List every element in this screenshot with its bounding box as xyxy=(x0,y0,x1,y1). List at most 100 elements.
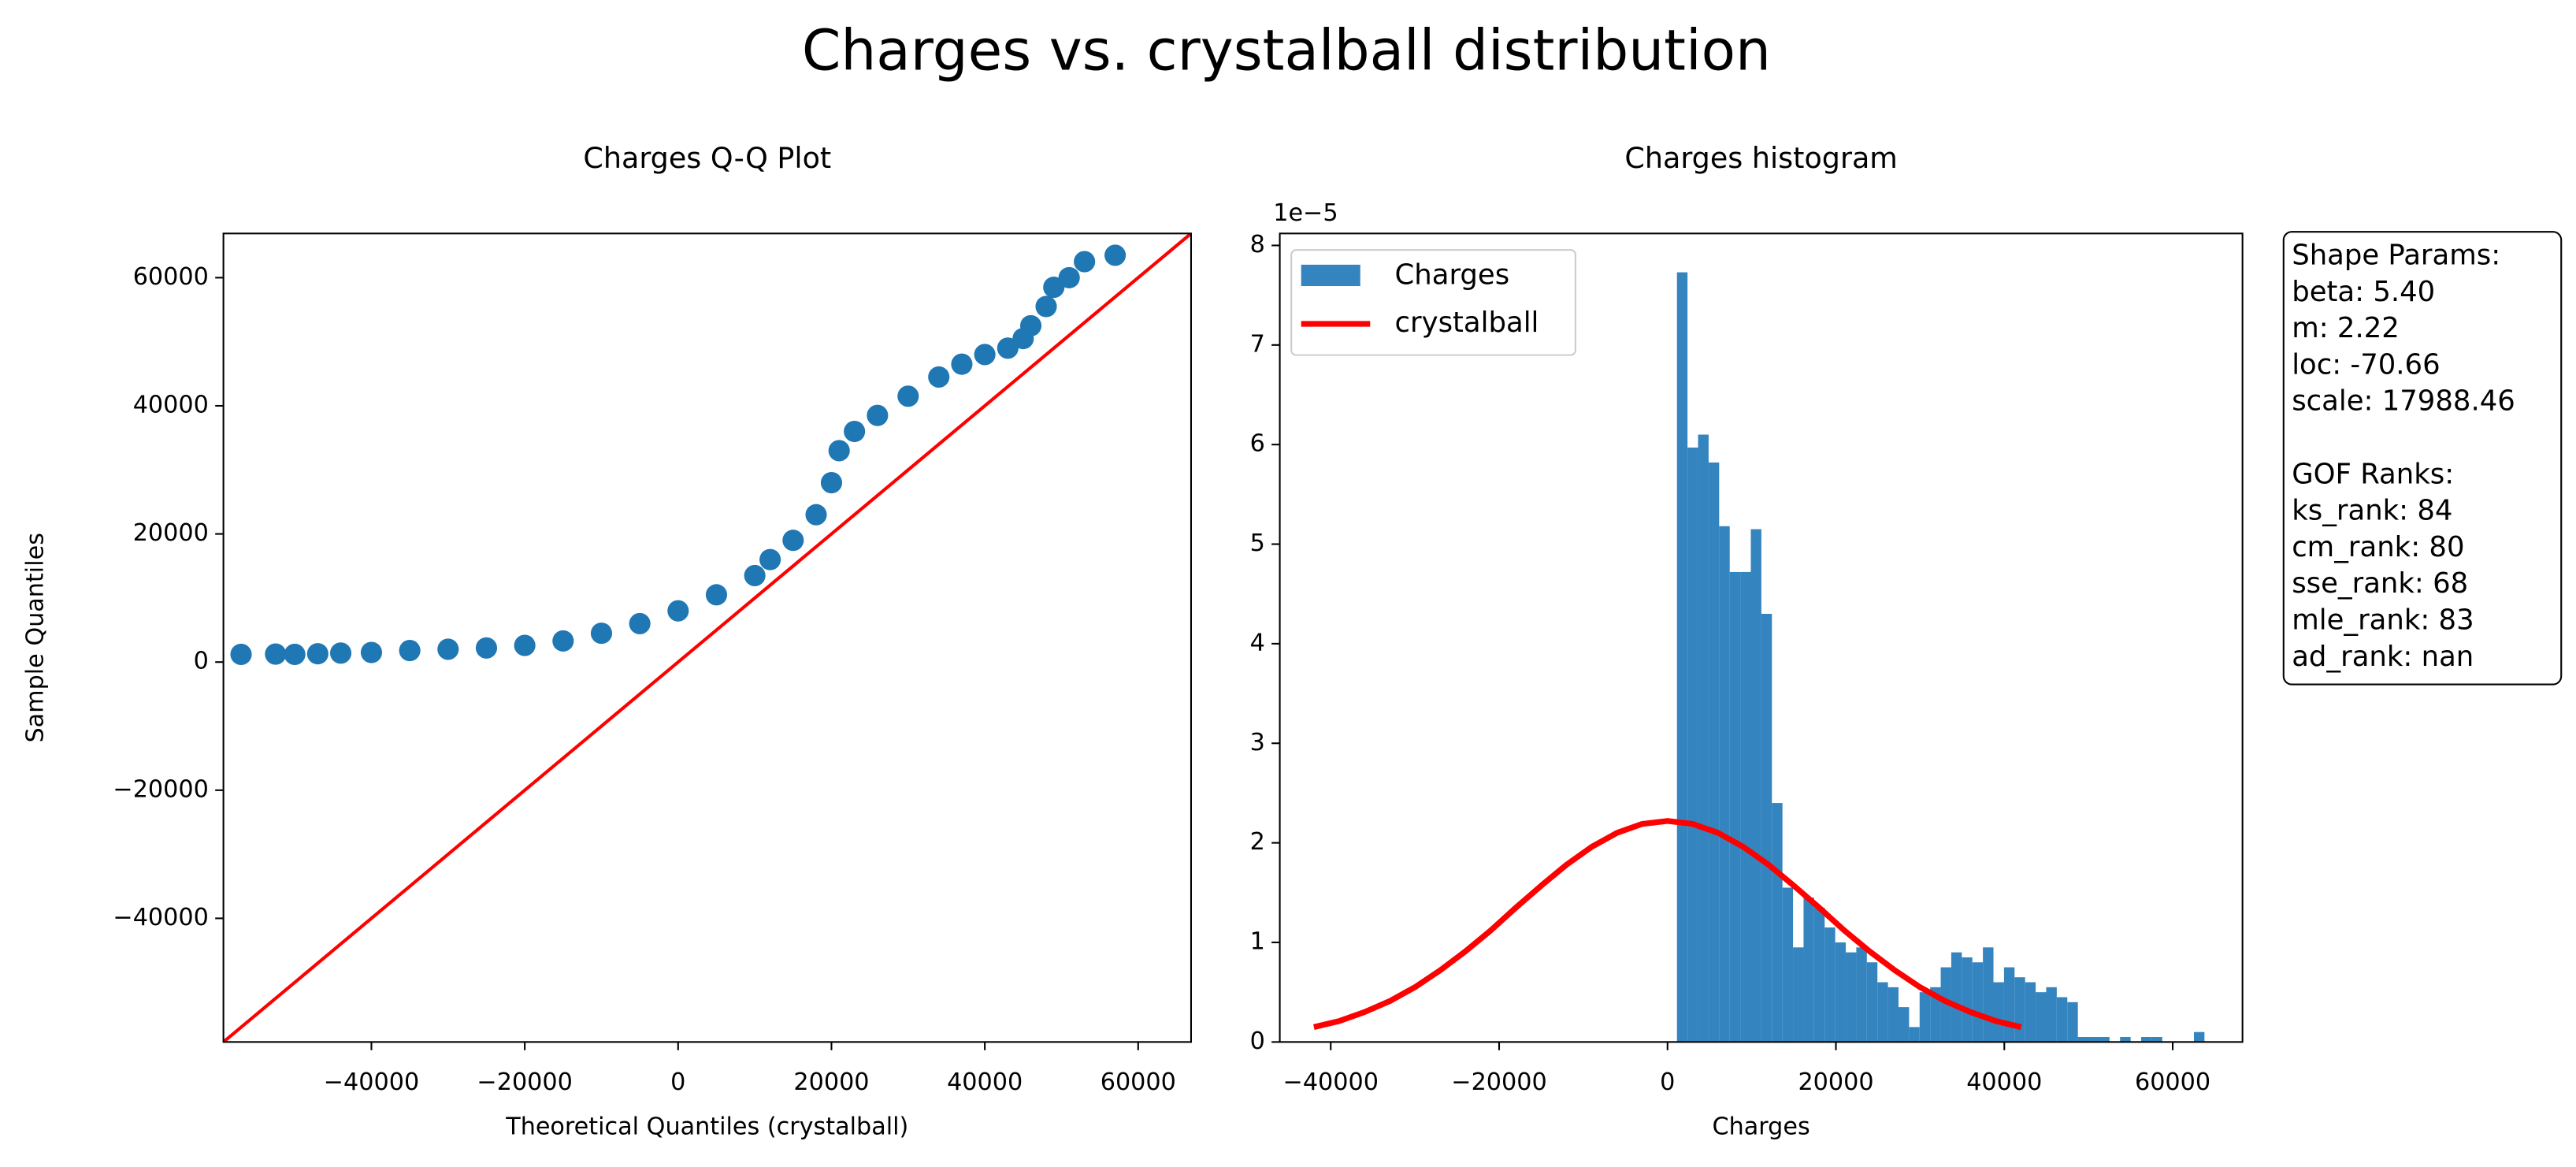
annotation-box xyxy=(2282,231,2563,686)
scatter-point xyxy=(1058,266,1080,288)
histogram-bar xyxy=(1887,987,1899,1042)
scatter-point xyxy=(590,623,613,645)
y-tick-label: 3 xyxy=(1250,729,1265,756)
x-tick-label: −40000 xyxy=(1283,1069,1379,1096)
histogram-bar xyxy=(1898,1007,1910,1042)
y-tick-label: 6 xyxy=(1250,430,1265,458)
scatter-point xyxy=(1074,251,1096,273)
x-tick-label: −20000 xyxy=(1451,1069,1546,1096)
y-tick-label: −40000 xyxy=(113,904,208,931)
annotation-line: ks_rank: 84 xyxy=(2292,495,2452,527)
histogram-bar xyxy=(1993,982,2004,1042)
histogram-bar xyxy=(2014,977,2025,1042)
histogram-bar xyxy=(1719,526,1730,1042)
x-tick-label: 20000 xyxy=(793,1069,869,1096)
histogram-bar xyxy=(1877,982,1888,1042)
y-axis-label: Sample Quantiles xyxy=(21,533,49,743)
scatter-point xyxy=(820,472,843,494)
histogram-bar xyxy=(1824,927,1835,1042)
scatter-point xyxy=(475,637,498,659)
annotation-line: ad_rank: nan xyxy=(2292,641,2474,673)
scatter-point xyxy=(306,643,328,665)
histogram-bar xyxy=(1676,272,1688,1042)
scatter-point xyxy=(1104,244,1127,266)
scatter-point xyxy=(230,643,252,666)
legend-box xyxy=(1290,249,1576,356)
y-tick-label: 40000 xyxy=(133,392,209,419)
scatter-point xyxy=(265,643,287,665)
histogram-bar xyxy=(2088,1037,2099,1042)
histogram-bar xyxy=(1972,962,1984,1042)
histogram-bar xyxy=(2151,1037,2162,1042)
scatter-point xyxy=(514,634,536,656)
y-offset-label: 1e−5 xyxy=(1273,199,1338,227)
scatter-point xyxy=(844,420,866,443)
histogram-bar xyxy=(1930,987,1941,1042)
scatter-point xyxy=(629,612,651,634)
histogram-bar xyxy=(1940,967,1951,1042)
x-tick-label: 0 xyxy=(670,1069,685,1096)
y-tick-label: 4 xyxy=(1250,629,1265,656)
legend-swatch xyxy=(1301,264,1360,287)
histogram-bar xyxy=(1782,887,1794,1042)
y-tick-label: 7 xyxy=(1250,330,1265,358)
y-tick-label: 2 xyxy=(1250,828,1265,856)
legend-label: Charges xyxy=(1395,259,1510,292)
annotation-line: m: 2.22 xyxy=(2292,312,2400,344)
histogram-bar xyxy=(1729,571,1741,1042)
axes-title: Charges Q-Q Plot xyxy=(583,141,831,175)
scatter-point xyxy=(705,584,728,606)
x-tick-label: 40000 xyxy=(947,1069,1023,1096)
scatter-point xyxy=(360,641,383,663)
y-tick-label: 60000 xyxy=(133,263,209,291)
plot-area xyxy=(1313,272,2205,1042)
x-tick-label: −40000 xyxy=(324,1069,419,1096)
annotation-line: mle_rank: 83 xyxy=(2292,604,2474,636)
scatter-point xyxy=(399,640,421,662)
scatter-point xyxy=(867,404,889,426)
legend-label: crystalball xyxy=(1395,307,1539,339)
x-axis-label: Charges xyxy=(1713,1113,1810,1140)
scatter-point xyxy=(759,548,781,570)
histogram-bar xyxy=(2056,997,2068,1042)
y-tick-label: −20000 xyxy=(113,775,208,803)
y-tick-label: 20000 xyxy=(133,519,209,547)
histogram-bar xyxy=(2193,1031,2205,1042)
x-tick-label: 20000 xyxy=(1798,1069,1873,1096)
y-tick-label: 0 xyxy=(1250,1028,1265,1055)
scatter-point xyxy=(1035,295,1057,318)
annotation-line: Shape Params: xyxy=(2292,239,2500,271)
y-tick-label: 1 xyxy=(1250,927,1265,955)
scatter-point xyxy=(284,643,306,666)
histogram-bar xyxy=(2036,992,2047,1042)
scatter-point xyxy=(667,600,689,622)
x-tick-label: 0 xyxy=(1660,1069,1675,1096)
scatter-point xyxy=(974,344,996,366)
histogram-bar xyxy=(1698,434,1709,1042)
histogram-bar xyxy=(1750,529,1761,1042)
histogram-bar xyxy=(2067,1002,2078,1042)
plot-area xyxy=(223,233,1191,1042)
scatter-point xyxy=(828,440,850,462)
histogram-bar xyxy=(1793,947,1804,1042)
scatter-point xyxy=(1043,277,1065,299)
scatter-point xyxy=(805,504,827,526)
histogram-bar xyxy=(1951,952,1962,1042)
scatter-point xyxy=(744,564,766,587)
x-axis-label: Theoretical Quantiles (crystalball) xyxy=(505,1113,908,1140)
y-tick-label: 8 xyxy=(1250,231,1265,258)
annotation-line: loc: -70.66 xyxy=(2292,348,2440,381)
histogram-bar xyxy=(2046,987,2057,1042)
annotation-line: scale: 17988.46 xyxy=(2292,385,2515,418)
histogram-bar xyxy=(1708,462,1720,1042)
histogram-bar xyxy=(1909,1027,1920,1042)
annotation-line: GOF Ranks: xyxy=(2292,458,2454,490)
scatter-point xyxy=(1019,314,1042,336)
histogram-bar xyxy=(1919,992,1931,1042)
annotation-line: cm_rank: 80 xyxy=(2292,531,2464,563)
histogram-bar xyxy=(2003,967,2015,1042)
figure-title: Charges vs. crystalball distribution xyxy=(802,18,1771,84)
x-tick-label: 40000 xyxy=(1966,1069,2042,1096)
